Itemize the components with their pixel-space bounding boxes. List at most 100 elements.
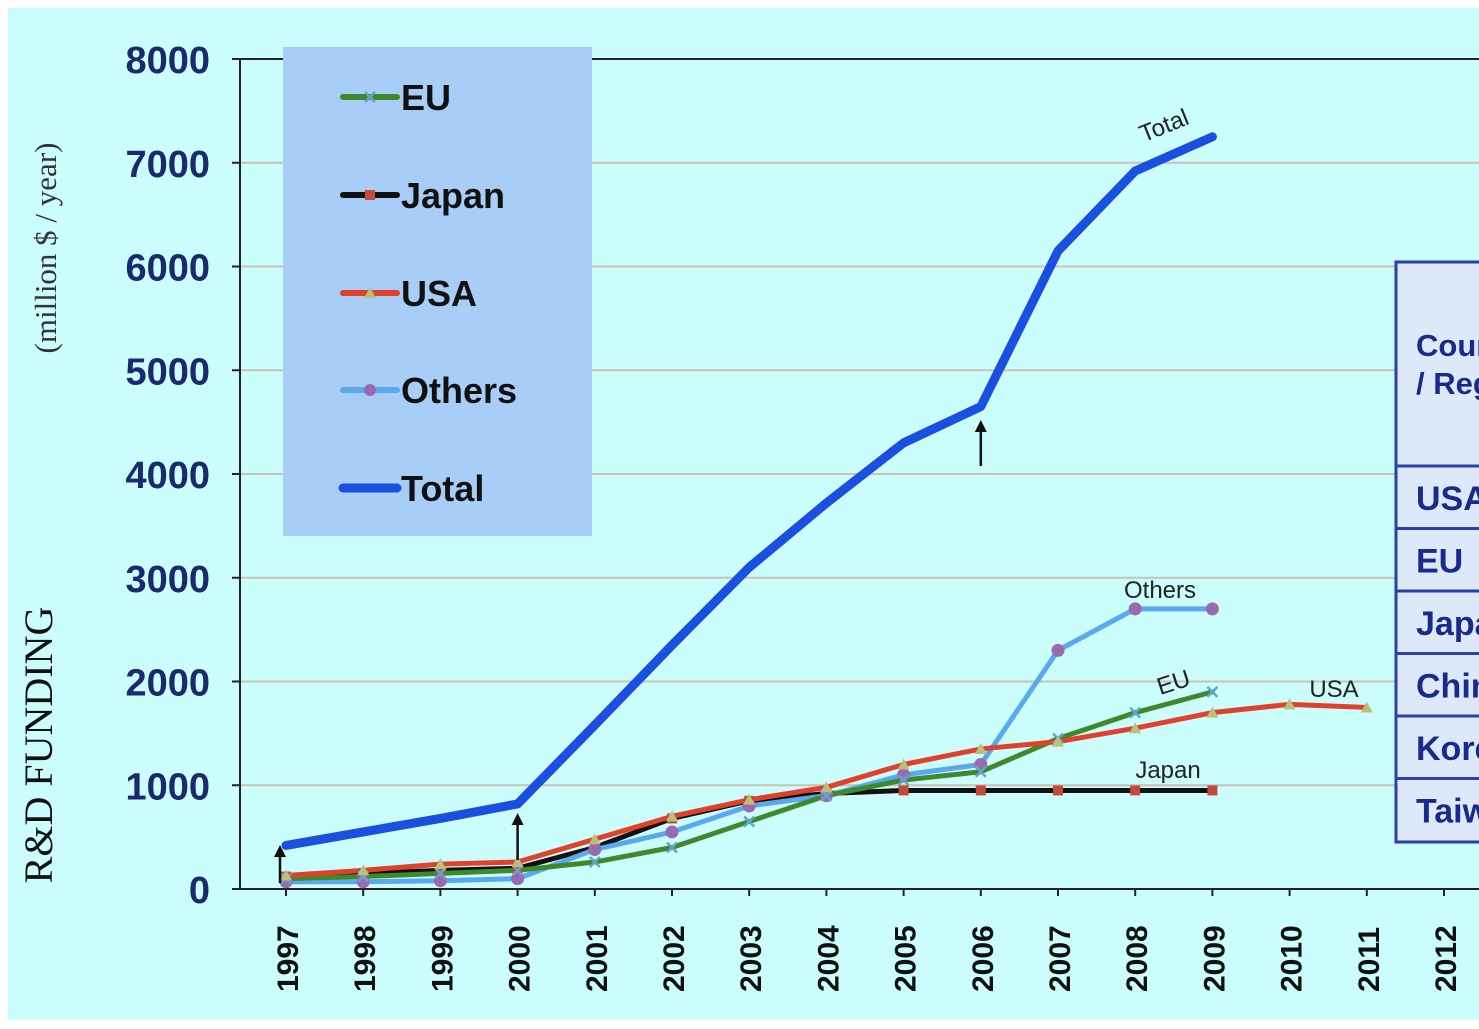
point-usa <box>588 833 601 845</box>
legend: EU Japan USA Others Total <box>283 47 592 536</box>
x-tick-label: 2001 <box>581 925 614 992</box>
legend-marker-usa <box>364 287 376 298</box>
side-table-row: EU <box>1416 543 1463 581</box>
point-usa <box>357 864 370 876</box>
point-others <box>665 825 679 839</box>
y-tick-labels: 0 1000 2000 3000 4000 5000 6000 7000 8000 <box>125 40 210 912</box>
point-usa <box>1129 722 1142 734</box>
legend-marker-japan <box>365 190 375 200</box>
point-others <box>974 758 988 771</box>
legend-box <box>283 47 592 536</box>
point-others <box>433 874 447 888</box>
x-tick-label: 2003 <box>735 925 768 992</box>
y-axis-title: R&D FUNDING <box>16 607 61 884</box>
point-japan <box>435 865 446 876</box>
point-usa <box>1206 706 1219 718</box>
y-axis-unit-label: (million $ / year) <box>28 143 63 354</box>
legend-label-eu: EU <box>401 77 451 118</box>
side-table-frame <box>1394 260 1479 844</box>
point-eu <box>588 856 601 868</box>
point-usa <box>1360 701 1373 713</box>
y-tick-label: 3000 <box>125 559 210 601</box>
x-tick-label: 2011 <box>1353 927 1386 992</box>
side-table-row: Taiw <box>1416 793 1479 831</box>
x-tick-label: 2009 <box>1198 925 1231 992</box>
x-tick-label: 2008 <box>1121 925 1154 992</box>
markers-group <box>279 602 1373 889</box>
y-tick-label: 1000 <box>125 766 210 808</box>
y-tick-label: 6000 <box>125 248 210 290</box>
x-tick-label: 2002 <box>658 925 691 992</box>
series-label-usa: USA <box>1309 676 1358 703</box>
axes <box>232 58 1479 896</box>
y-tick-label: 8000 <box>125 40 210 82</box>
point-japan <box>975 785 986 796</box>
annotation-arrowhead <box>511 813 524 825</box>
x-tick-label: 1999 <box>426 925 459 992</box>
x-tick-label: 2000 <box>504 925 537 992</box>
point-usa <box>511 856 524 868</box>
point-usa <box>1052 735 1064 747</box>
point-eu <box>974 765 987 778</box>
x-tick-label: 2006 <box>967 925 1000 992</box>
point-usa <box>1283 698 1296 710</box>
point-japan <box>512 863 523 874</box>
annotation-arrowhead <box>274 845 286 857</box>
point-usa <box>434 858 447 870</box>
point-others <box>588 843 602 857</box>
point-others <box>511 872 525 886</box>
legend-marker-eu <box>364 91 376 103</box>
series-line-total <box>281 132 1217 850</box>
y-tick-label: 0 <box>189 870 210 912</box>
side-table-header-2: / Reg <box>1416 366 1479 401</box>
legend-label-japan: Japan <box>401 175 505 216</box>
side-table-row: Japa <box>1416 605 1479 643</box>
annotation-arrows <box>274 420 987 883</box>
side-table-row: USA <box>1416 480 1479 518</box>
point-eu <box>434 867 447 880</box>
point-usa <box>897 758 910 770</box>
y-tick-label: 4000 <box>125 455 210 497</box>
side-table: Cour/ Reg USA EU Japa Chin Kore Taiw <box>1394 260 1479 844</box>
white-border-left <box>0 0 8 1029</box>
point-eu <box>1129 706 1142 719</box>
point-usa <box>974 742 987 754</box>
point-others <box>1128 602 1142 616</box>
x-tick-label: 2004 <box>812 925 845 992</box>
y-tick-label: 7000 <box>125 144 210 186</box>
x-tick-label: 1997 <box>272 925 305 992</box>
y-tick-label: 2000 <box>125 663 210 705</box>
legend-marker-others <box>364 384 376 396</box>
point-japan <box>1130 785 1141 796</box>
series-label-japan: Japan <box>1135 757 1200 784</box>
point-japan <box>898 785 909 796</box>
point-eu <box>743 815 756 828</box>
point-eu <box>1206 685 1219 698</box>
legend-label-usa: USA <box>401 273 477 314</box>
white-border-bottom <box>0 1020 1479 1029</box>
point-usa <box>820 781 833 793</box>
x-tick-label: 2010 <box>1276 925 1309 992</box>
point-japan <box>1207 785 1218 796</box>
point-others <box>1205 602 1219 616</box>
point-usa <box>280 869 292 881</box>
point-others <box>1051 643 1065 657</box>
side-table-header: Cour <box>1416 328 1479 363</box>
side-table-row: Kore <box>1416 730 1479 768</box>
point-usa <box>666 810 678 822</box>
y-tick-label: 5000 <box>125 351 210 393</box>
legend-label-total: Total <box>401 468 484 509</box>
x-tick-label: 1998 <box>349 925 382 992</box>
series-label-others: Others <box>1124 577 1196 604</box>
point-usa <box>743 793 756 805</box>
annotation-arrowhead <box>974 420 987 432</box>
x-tick-label: 2012 <box>1430 925 1463 992</box>
x-tick-label: 2007 <box>1044 925 1077 992</box>
x-tick-labels: 1997 1998 1999 2000 2001 2002 2003 2004 2005 2006… <box>272 925 1463 992</box>
point-eu <box>666 841 678 854</box>
point-eu <box>897 774 910 786</box>
